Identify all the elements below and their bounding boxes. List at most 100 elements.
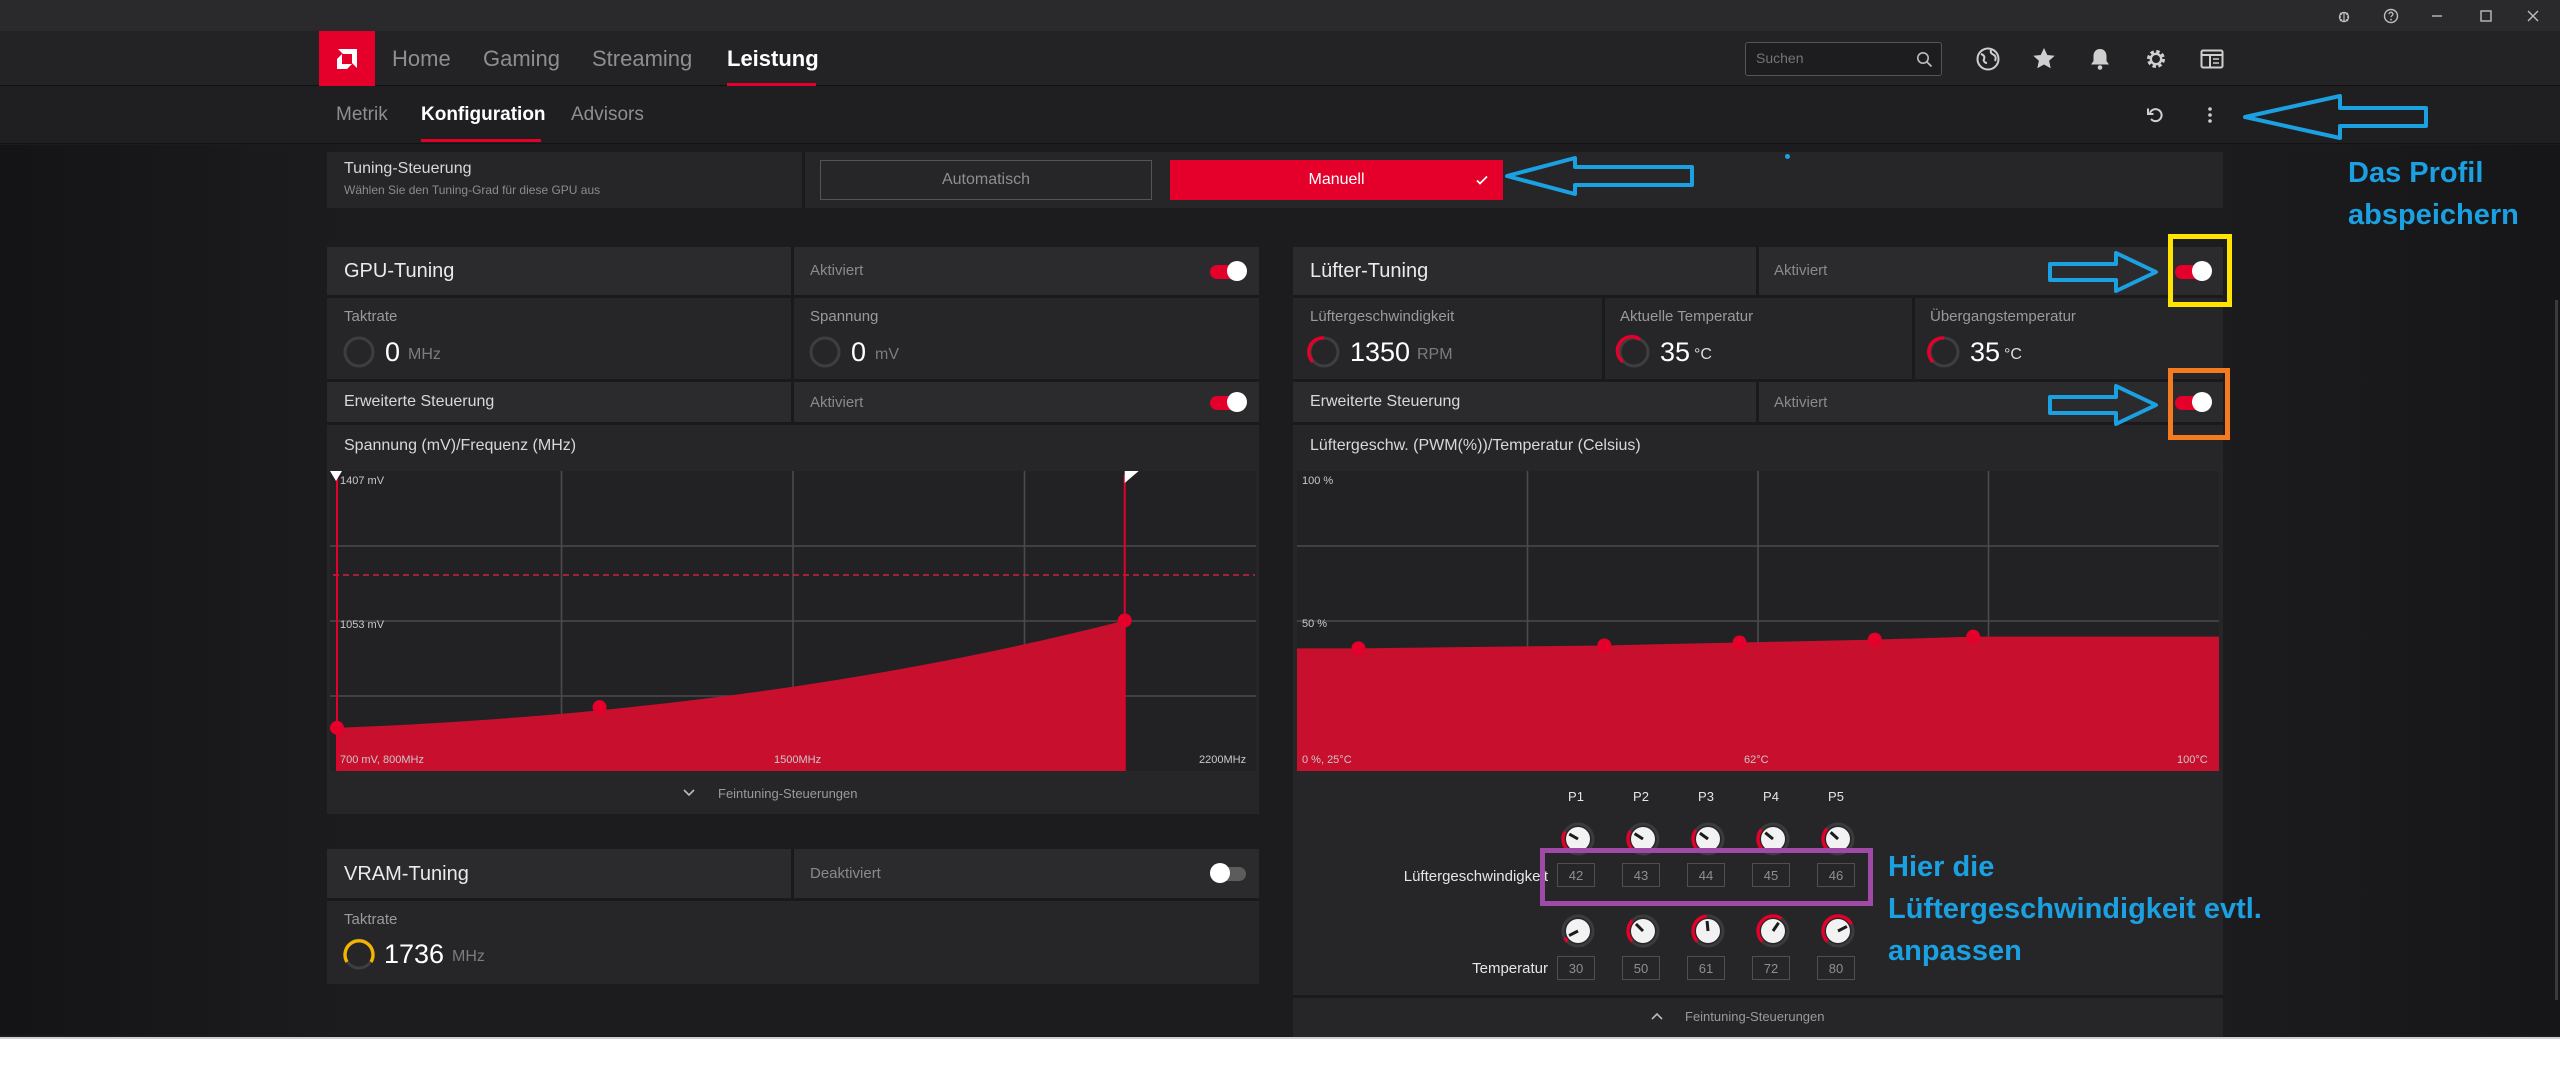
fan-fine-tuning-toggle[interactable]: Feintuning-Steuerungen <box>1293 998 2223 1037</box>
divider <box>327 379 1259 382</box>
divider <box>791 849 794 898</box>
fan-advanced-toggle[interactable] <box>2175 392 2212 412</box>
reset-icon[interactable] <box>2145 105 2165 125</box>
temp-knob-p5[interactable] <box>1821 914 1855 948</box>
speed-knob-p4[interactable] <box>1756 822 1790 856</box>
temp-knob-p2[interactable] <box>1626 914 1660 948</box>
voltage-gauge-icon <box>809 336 841 368</box>
speed-input-p4[interactable]: 45 <box>1752 863 1790 887</box>
fan-title: Lüfter-Tuning <box>1310 260 1429 282</box>
gpu-advanced-toggle[interactable] <box>1210 392 1247 412</box>
fan-speed-note: Hier die Lüftergeschwindigkeit evtl. anp… <box>1888 846 2262 972</box>
globe-icon[interactable] <box>1974 45 2002 73</box>
vram-clock-unit: MHz <box>452 948 485 965</box>
voltage-frequency-area <box>337 620 1125 771</box>
x-tick-label: 100°C <box>2177 754 2208 766</box>
fan-note-line-1: Hier die <box>1888 851 1995 883</box>
fan-curve-area <box>1297 636 2219 771</box>
nav-home[interactable]: Home <box>392 46 451 71</box>
point-label-p1: P1 <box>1568 789 1584 804</box>
junction-temp-value: 35 <box>1970 337 2001 367</box>
panel-icon[interactable] <box>2198 45 2226 73</box>
fan-curve-plot[interactable] <box>1297 471 2219 771</box>
voltage-frequency-plot[interactable] <box>330 471 1256 771</box>
help-icon[interactable] <box>2370 0 2412 31</box>
point-label-p3: P3 <box>1698 789 1714 804</box>
nav-leistung[interactable]: Leistung <box>727 46 819 71</box>
arrow-advanced-toggle-icon <box>2048 384 2158 426</box>
search-input[interactable] <box>1756 50 1906 66</box>
nav-gaming[interactable]: Gaming <box>483 46 561 71</box>
star-icon[interactable] <box>2030 45 2058 73</box>
close-icon[interactable] <box>2512 0 2554 31</box>
maximize-icon[interactable] <box>2465 0 2507 31</box>
y-tick-label: 100 % <box>1302 475 1334 487</box>
temp-input-p4[interactable]: 72 <box>1752 956 1790 980</box>
gpu-clock-unit: MHz <box>408 346 441 363</box>
arrow-manual-icon <box>1505 156 1694 196</box>
vram-title: VRAM-Tuning <box>344 863 469 885</box>
temp-input-p1[interactable]: 30 <box>1557 956 1595 980</box>
gpu-status: Aktiviert <box>810 262 864 279</box>
sub-nav: Metrik Konfiguration Advisors <box>0 86 2560 144</box>
search-box[interactable] <box>1745 42 1942 76</box>
chevron-up-icon <box>1651 1012 1663 1020</box>
divider <box>1293 379 2223 382</box>
speed-input-p1[interactable]: 42 <box>1557 863 1595 887</box>
search-icon[interactable] <box>1916 51 1933 68</box>
divider <box>1602 295 1605 379</box>
fan-curve-chart[interactable]: 100 % 50 % 0 %, 25°C 62°C 100°C <box>1297 471 2219 771</box>
speed-knob-p2[interactable] <box>1626 822 1660 856</box>
y-tick-label: 1053 mV <box>340 619 385 631</box>
temp-input-p2[interactable]: 50 <box>1622 956 1660 980</box>
temp-knob-p3[interactable] <box>1691 914 1725 948</box>
tuning-subtitle: Wählen Sie den Tuning-Grad für diese GPU… <box>344 183 601 197</box>
fan-speed-value: 1350 <box>1350 337 1411 367</box>
divider <box>1756 382 1759 422</box>
tab-advisors[interactable]: Advisors <box>571 104 644 125</box>
gpu-voltage-label: Spannung <box>810 308 879 325</box>
gpu-voltage-value: 0 <box>851 337 867 367</box>
speed-input-p2[interactable]: 43 <box>1622 863 1660 887</box>
gpu-fine-label: Feintuning-Steuerungen <box>718 786 858 801</box>
divider <box>791 295 794 379</box>
fan-curve-point <box>1597 638 1612 653</box>
fan-advanced-toggle-highlight-box <box>2168 368 2230 440</box>
manual-button[interactable]: Manuell <box>1170 160 1503 200</box>
temp-knob-p1[interactable] <box>1561 914 1595 948</box>
temp-gauge-icon <box>1615 334 1650 368</box>
divider <box>1912 295 1915 379</box>
fan-speed-unit: RPM <box>1417 346 1453 363</box>
divider <box>1756 247 1759 295</box>
nav-streaming[interactable]: Streaming <box>592 46 693 71</box>
gpu-fine-tuning-toggle[interactable]: Feintuning-Steuerungen <box>327 774 1259 814</box>
speed-knob-p5[interactable] <box>1821 822 1855 856</box>
x-tick-label: 1500MHz <box>774 754 822 766</box>
tab-konfiguration[interactable]: Konfiguration <box>421 104 546 125</box>
temp-knob-p4[interactable] <box>1756 914 1790 948</box>
gpu-toggle[interactable] <box>1210 261 1247 281</box>
fan-curve-point <box>1732 635 1747 650</box>
bug-icon[interactable] <box>2323 0 2365 31</box>
amd-logo[interactable] <box>319 31 375 86</box>
vram-clock-label: Taktrate <box>344 911 398 928</box>
auto-button[interactable]: Automatisch <box>820 160 1152 200</box>
auto-label: Automatisch <box>941 171 1031 188</box>
tab-metrik[interactable]: Metrik <box>336 104 388 125</box>
fan-toggle[interactable] <box>2175 261 2212 281</box>
speed-input-p5[interactable]: 46 <box>1817 863 1855 887</box>
bell-icon[interactable] <box>2086 45 2114 73</box>
divider <box>802 152 805 208</box>
vram-toggle[interactable] <box>1210 863 1246 883</box>
temp-input-p5[interactable]: 80 <box>1817 956 1855 980</box>
voltage-frequency-chart[interactable]: 1407 mV 1053 mV 700 mV, 800MHz 1500MHz 2… <box>330 471 1256 771</box>
vram-status: Deaktiviert <box>810 865 881 882</box>
minimize-icon[interactable] <box>2416 0 2458 31</box>
scrollbar[interactable] <box>2555 300 2558 1000</box>
temp-input-p3[interactable]: 61 <box>1687 956 1725 980</box>
speed-input-p3[interactable]: 44 <box>1687 863 1725 887</box>
more-options-icon[interactable] <box>2200 105 2220 125</box>
x-tick-label: 2200MHz <box>1199 754 1247 766</box>
gpu-chart-title: Spannung (mV)/Frequenz (MHz) <box>344 437 577 454</box>
gear-icon[interactable] <box>2142 45 2170 73</box>
